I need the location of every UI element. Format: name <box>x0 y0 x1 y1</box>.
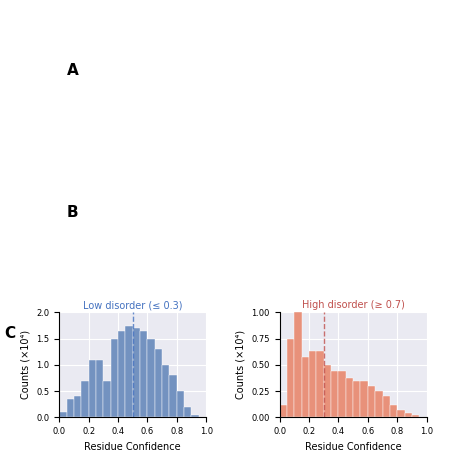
Title: Low disorder (≤ 0.3): Low disorder (≤ 0.3) <box>83 300 182 310</box>
Bar <box>331 371 338 417</box>
Bar <box>118 331 125 417</box>
Text: B: B <box>66 204 78 219</box>
Bar <box>301 356 309 417</box>
Bar <box>309 351 316 417</box>
Title: High disorder (≥ 0.7): High disorder (≥ 0.7) <box>301 300 405 310</box>
Bar <box>324 365 331 417</box>
Bar <box>191 415 199 417</box>
Bar <box>169 375 177 417</box>
Bar <box>404 413 412 417</box>
Text: A: A <box>66 63 78 78</box>
Bar <box>346 378 353 417</box>
Bar <box>89 360 96 417</box>
Bar <box>74 396 82 417</box>
Bar <box>140 331 147 417</box>
Bar <box>96 360 103 417</box>
Bar <box>338 371 346 417</box>
Bar <box>177 391 184 417</box>
Bar <box>360 381 368 417</box>
Bar <box>280 405 287 417</box>
Bar <box>368 386 375 417</box>
Text: C: C <box>5 326 16 341</box>
Bar <box>110 339 118 417</box>
Bar <box>147 339 155 417</box>
Bar <box>162 365 170 417</box>
X-axis label: Residue Confidence: Residue Confidence <box>305 442 401 452</box>
Y-axis label: Counts (×10⁴): Counts (×10⁴) <box>21 330 31 400</box>
Bar <box>383 396 390 417</box>
Bar <box>390 405 397 417</box>
X-axis label: Residue Confidence: Residue Confidence <box>84 442 181 452</box>
Bar <box>82 381 89 417</box>
Bar <box>316 351 324 417</box>
Bar <box>375 391 383 417</box>
Bar <box>133 328 140 417</box>
Bar <box>125 325 133 417</box>
Bar <box>294 312 301 417</box>
Bar <box>287 339 294 417</box>
Bar <box>59 412 66 417</box>
Bar <box>66 399 74 417</box>
Bar <box>155 349 162 417</box>
Bar <box>353 381 360 417</box>
Bar <box>397 410 404 417</box>
Y-axis label: Counts (×10⁴): Counts (×10⁴) <box>236 330 246 400</box>
Bar <box>103 381 110 417</box>
Bar <box>184 407 191 417</box>
Bar <box>412 416 419 417</box>
